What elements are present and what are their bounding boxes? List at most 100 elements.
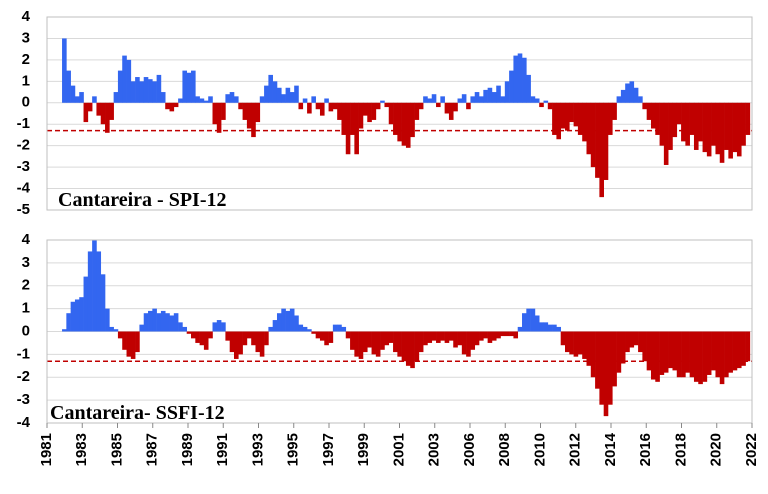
x-tick-label: 2020 <box>708 433 725 466</box>
bar <box>685 102 690 146</box>
bar <box>156 74 162 103</box>
y-tick-label: -3 <box>17 391 30 408</box>
bar <box>625 331 630 353</box>
bar <box>380 100 385 103</box>
bar <box>457 331 463 346</box>
bar <box>233 96 239 103</box>
bar <box>208 331 213 339</box>
bar <box>474 331 480 346</box>
bar <box>539 322 544 332</box>
bar <box>169 102 175 112</box>
bar <box>543 100 549 103</box>
bar <box>595 331 600 389</box>
bar <box>315 331 321 339</box>
x-tick-label: 2001 <box>390 433 407 466</box>
bar <box>212 322 218 332</box>
bar <box>681 331 686 378</box>
bar <box>577 331 583 355</box>
bar <box>122 55 127 103</box>
bar <box>182 326 188 332</box>
bar <box>302 326 308 332</box>
bar <box>509 70 514 103</box>
bar <box>693 331 699 382</box>
bar <box>272 320 278 332</box>
bar <box>276 313 282 332</box>
bar <box>659 331 665 375</box>
bar <box>715 331 721 378</box>
bar <box>698 102 703 142</box>
bar <box>530 96 536 103</box>
bar <box>388 102 394 125</box>
bar <box>242 331 248 346</box>
bar <box>83 102 89 123</box>
bar <box>504 331 510 337</box>
bar <box>633 331 639 346</box>
bar <box>509 331 514 337</box>
x-tick-label: 2003 <box>426 433 443 466</box>
bar <box>629 331 635 348</box>
bar <box>461 331 467 355</box>
bar <box>612 102 617 120</box>
bar <box>268 74 273 103</box>
bar <box>79 92 84 103</box>
bar <box>638 331 643 353</box>
bar <box>238 102 243 110</box>
bar <box>289 308 295 332</box>
bar <box>405 331 411 366</box>
bar <box>431 94 437 103</box>
y-tick-label: 0 <box>22 94 30 111</box>
bar <box>324 98 329 103</box>
bar <box>599 102 604 198</box>
y-tick-label: 1 <box>22 300 30 317</box>
bar <box>259 96 265 103</box>
y-tick-label: -1 <box>17 115 30 132</box>
bar <box>607 102 613 135</box>
bar <box>242 102 248 120</box>
bar <box>367 331 372 348</box>
bar <box>393 102 398 135</box>
bar <box>556 326 562 332</box>
y-tick-label: -4 <box>17 414 31 431</box>
bar <box>225 331 230 341</box>
bar <box>496 331 501 339</box>
panel-title: Cantareira- SSFI-12 <box>50 402 225 424</box>
bar <box>491 92 497 103</box>
bar <box>79 297 84 332</box>
bar <box>229 92 235 103</box>
bar <box>246 331 252 339</box>
bar <box>616 96 622 103</box>
bar <box>672 102 678 138</box>
bar <box>83 276 89 332</box>
x-tick-label: 2014 <box>602 432 619 466</box>
bar <box>496 85 501 103</box>
bar <box>655 102 660 135</box>
bar <box>311 331 316 334</box>
bar <box>238 331 243 355</box>
bar <box>358 102 364 129</box>
bar <box>113 329 119 332</box>
bar <box>165 313 170 332</box>
y-tick-label: 2 <box>22 277 30 294</box>
bar <box>461 94 467 103</box>
bar <box>491 331 497 341</box>
bar <box>487 87 493 103</box>
bar <box>706 331 712 375</box>
bar <box>117 70 123 103</box>
bar <box>702 331 708 382</box>
bar <box>173 313 179 332</box>
bar <box>474 92 480 103</box>
bar <box>500 96 506 103</box>
bar <box>393 331 398 353</box>
bar <box>470 96 476 103</box>
bar <box>294 85 299 103</box>
bar <box>522 313 527 332</box>
x-tick-label: 1981 <box>38 433 55 466</box>
y-tick-label: 4 <box>22 8 31 25</box>
bar <box>96 102 102 116</box>
bar <box>285 87 291 103</box>
bar <box>479 331 484 341</box>
y-tick-label: 3 <box>22 29 30 46</box>
bar <box>590 102 596 168</box>
bar <box>711 102 716 146</box>
bar <box>668 331 673 369</box>
